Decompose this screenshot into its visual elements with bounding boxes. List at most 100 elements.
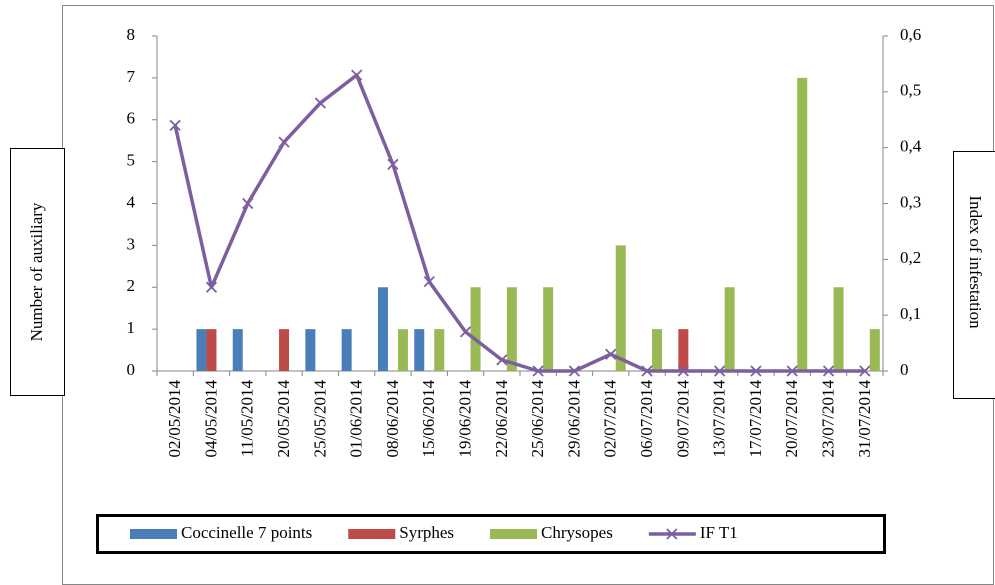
x-tick-label: 08/06/2014 — [383, 380, 402, 458]
x-tick-label: 09/07/2014 — [673, 380, 692, 458]
marker — [314, 97, 326, 109]
bar — [232, 329, 243, 371]
bar — [506, 287, 517, 371]
bar — [196, 329, 207, 371]
marker-x — [750, 365, 762, 377]
y2-tick-label: 0,4 — [900, 137, 922, 156]
line — [173, 73, 865, 373]
y2-tick-label: 0 — [900, 360, 909, 379]
marker-x — [532, 365, 544, 377]
chart-border — [62, 5, 994, 585]
marker-x — [859, 365, 871, 377]
marker — [568, 365, 581, 377]
marker — [205, 281, 218, 293]
marker-x — [351, 69, 363, 81]
marker-x — [605, 348, 617, 360]
marker — [278, 136, 290, 148]
marker-x — [387, 158, 399, 171]
legend-marker — [666, 528, 678, 540]
marker — [169, 119, 181, 131]
bar — [543, 287, 554, 371]
bar — [797, 77, 808, 371]
marker — [351, 69, 363, 81]
legend-label: Coccinelle 7 points — [181, 523, 312, 542]
y2-tick-label: 0,3 — [900, 192, 921, 211]
marker — [532, 365, 544, 377]
marker-x — [641, 365, 653, 377]
x-tick-label: 25/06/2014 — [528, 380, 547, 458]
marker-x — [242, 197, 254, 210]
marker-x — [459, 326, 472, 338]
bar — [414, 329, 425, 371]
marker-x — [169, 119, 181, 131]
marker — [496, 354, 508, 366]
marker-x — [714, 365, 726, 377]
marker — [387, 158, 399, 171]
x-tick-label: 11/05/2014 — [238, 380, 257, 457]
bar — [397, 329, 408, 371]
bar — [869, 329, 880, 371]
bar — [206, 329, 217, 371]
marker-x — [786, 365, 798, 377]
x-tick-label: 01/06/2014 — [347, 380, 366, 458]
legend-swatch — [130, 529, 177, 539]
y2-tick-label: 0,1 — [900, 304, 921, 323]
y-label-box — [10, 148, 65, 396]
y-tick-label: 1 — [127, 318, 136, 337]
x-tick-label: 04/05/2014 — [201, 380, 220, 458]
bar — [833, 287, 844, 371]
marker-x — [496, 354, 508, 366]
marker — [242, 197, 254, 210]
marker-x — [423, 276, 435, 288]
y-tick-label: 4 — [127, 192, 136, 211]
x-tick-label: 19/06/2014 — [455, 380, 474, 458]
x-tick-label: 29/06/2014 — [564, 380, 583, 458]
bar — [615, 245, 626, 371]
bar — [279, 329, 290, 371]
marker — [459, 326, 472, 338]
marker — [677, 365, 689, 377]
bar — [724, 287, 735, 371]
marker — [423, 276, 435, 288]
x-tick-label: 22/06/2014 — [492, 380, 511, 458]
x-tick-label: 23/07/2014 — [818, 380, 837, 458]
marker — [641, 365, 653, 377]
bar — [341, 329, 352, 371]
x-tick-label: 25/05/2014 — [310, 380, 329, 458]
y-tick-label: 8 — [127, 25, 136, 44]
y2-tick-label: 0,6 — [900, 25, 921, 44]
marker-x — [278, 136, 290, 148]
x-tick-label: 20/05/2014 — [274, 380, 293, 458]
y-tick-label: 6 — [127, 109, 136, 128]
marker-x — [822, 365, 835, 377]
y-tick-label: 5 — [127, 151, 136, 170]
y2-tick-label: 0,2 — [900, 248, 921, 267]
y2-axis-label: Index of infestation — [966, 195, 985, 329]
y-tick-label: 0 — [127, 360, 136, 379]
legend-label: Syrphes — [399, 523, 454, 542]
y-tick-label: 2 — [127, 276, 136, 295]
y-axis-label: Number of auxiliary — [27, 202, 46, 341]
y-tick-label: 7 — [127, 67, 136, 86]
legend-swatch — [490, 529, 538, 539]
x-tick-label: 15/06/2014 — [419, 380, 438, 458]
legend-label: Chrysopes — [541, 523, 613, 542]
x-tick-label: 06/07/2014 — [637, 380, 656, 458]
bar — [305, 329, 316, 371]
marker — [822, 365, 835, 377]
marker-x — [677, 365, 689, 377]
legend-label: IF T1 — [700, 523, 738, 542]
x-tick-label: 13/07/2014 — [710, 380, 729, 458]
marker-x — [205, 281, 218, 293]
marker — [714, 365, 726, 377]
bar — [377, 287, 388, 371]
marker — [750, 365, 762, 377]
marker-x — [568, 365, 581, 377]
bar — [434, 329, 445, 371]
marker — [786, 365, 798, 377]
x-tick-label: 02/07/2014 — [601, 380, 620, 458]
marker — [859, 365, 871, 377]
x-tick-label: 02/05/2014 — [165, 380, 184, 458]
bar — [678, 329, 689, 371]
